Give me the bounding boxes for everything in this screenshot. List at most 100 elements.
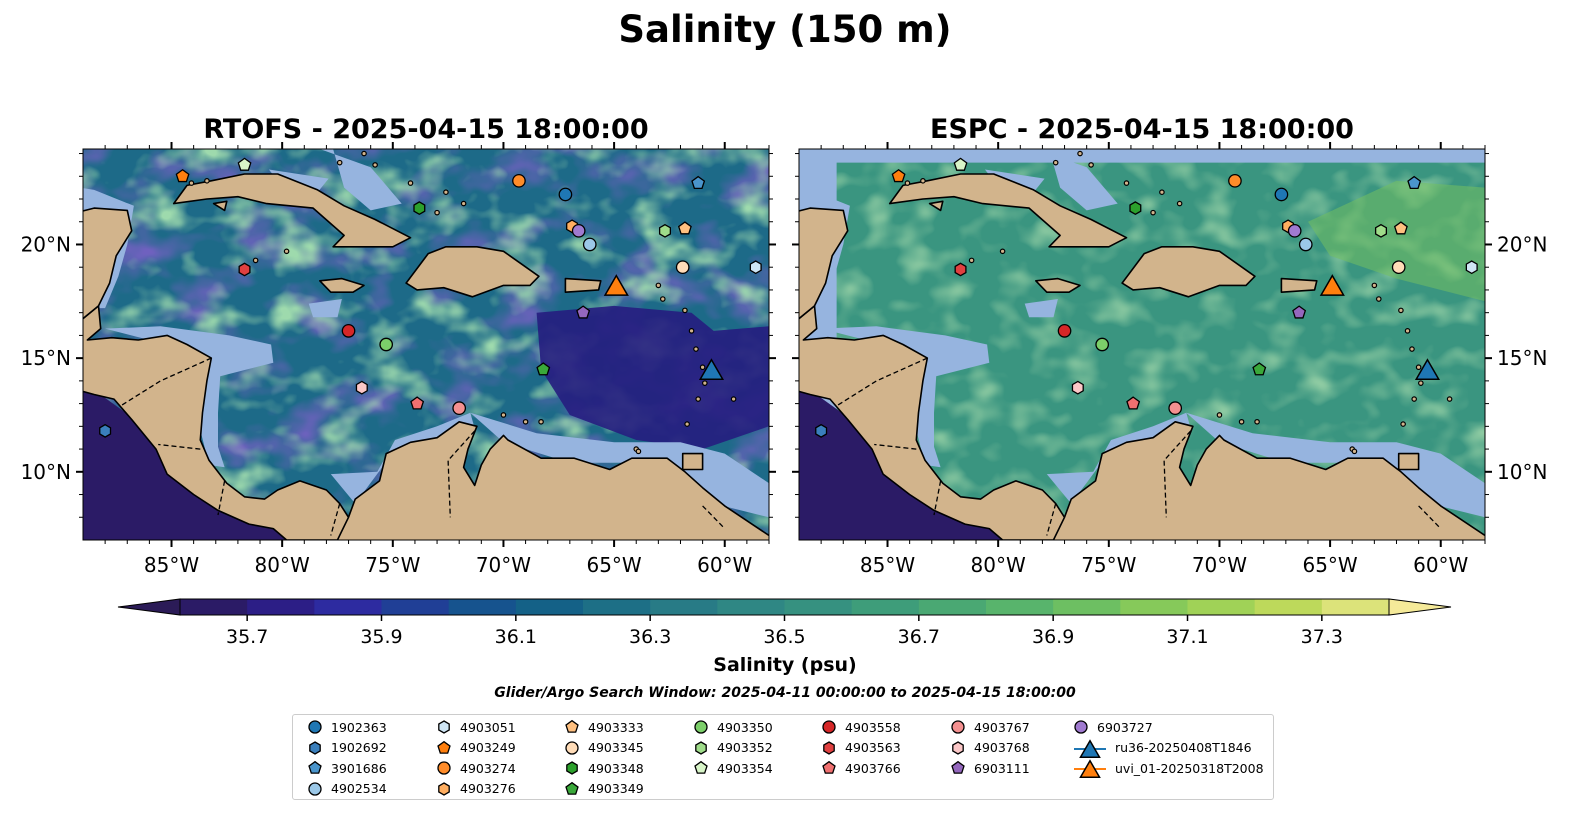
lat-label: 15°N bbox=[21, 346, 71, 370]
land-south-america bbox=[1052, 420, 1485, 540]
legend-item-4903333: 4903333 bbox=[564, 717, 644, 737]
legend-label: 4903768 bbox=[974, 740, 1030, 755]
land-south-america bbox=[336, 420, 769, 540]
legend-item-4903349: 4903349 bbox=[564, 779, 644, 799]
legend-item-uvi_01-20250318T2008: uvi_01-20250318T2008 bbox=[1073, 758, 1264, 778]
colorbar-segment bbox=[784, 599, 853, 615]
country-border bbox=[933, 480, 942, 516]
lon-label: 80°W bbox=[255, 553, 310, 577]
float-marker-4903249 bbox=[175, 168, 190, 183]
lat-label: 20°N bbox=[21, 232, 71, 256]
hexagon-marker-icon bbox=[952, 740, 964, 755]
small-island bbox=[1238, 418, 1245, 425]
map-frame bbox=[82, 148, 770, 541]
small-island bbox=[1371, 282, 1378, 289]
small-island bbox=[443, 189, 449, 195]
triangle-marker-icon bbox=[1074, 738, 1106, 758]
legend-item-4903563: 4903563 bbox=[821, 738, 901, 758]
pentagon-marker-icon bbox=[565, 719, 579, 733]
legend-item-4903558: 4903558 bbox=[821, 717, 901, 737]
hexagon-marker-icon bbox=[438, 781, 450, 796]
no-data-band bbox=[799, 149, 1485, 163]
legend-label: 4903767 bbox=[974, 719, 1030, 735]
circle-marker-icon bbox=[951, 720, 965, 734]
glider-marker-ru36-20250408T1846 bbox=[698, 358, 725, 381]
float-marker-3901686 bbox=[691, 175, 706, 190]
country-border bbox=[120, 357, 212, 407]
country-border bbox=[836, 357, 928, 407]
circle-marker-icon bbox=[308, 781, 322, 796]
land-trinidad bbox=[681, 452, 704, 471]
colorbar-segment bbox=[1187, 599, 1256, 615]
small-island bbox=[1415, 364, 1422, 371]
float-marker-4903274 bbox=[1228, 173, 1242, 188]
colorbar-segment bbox=[515, 599, 584, 615]
legend-label: 6903727 bbox=[1097, 719, 1153, 735]
colorbar-segment bbox=[1254, 599, 1323, 615]
legend-item-4903051: 4903051 bbox=[436, 717, 516, 737]
small-island bbox=[1446, 396, 1453, 402]
land-isla-juventud bbox=[212, 200, 228, 212]
colorbar-tick-label: 37.3 bbox=[1301, 626, 1343, 648]
small-island bbox=[1150, 209, 1156, 216]
land-trinidad bbox=[1397, 452, 1420, 471]
pentagon-marker-icon bbox=[822, 760, 836, 774]
country-border bbox=[330, 503, 341, 536]
small-island bbox=[702, 380, 708, 386]
land-puerto-rico bbox=[1280, 277, 1318, 294]
glider-marker-uvi_01-20250318T2008 bbox=[1319, 274, 1345, 296]
float-marker-4903349 bbox=[1252, 362, 1267, 376]
legend-label: 4902534 bbox=[331, 781, 387, 796]
circle-marker-icon bbox=[694, 720, 708, 734]
small-island bbox=[1052, 159, 1059, 166]
small-island bbox=[655, 282, 662, 289]
salinity-colorbar: 35.7 35.9 36.1 36.3 36.5 36.7 36.9 37.1 37.3 bbox=[117, 598, 1452, 648]
legend-label: 4903276 bbox=[460, 781, 516, 796]
hexagon-marker-icon bbox=[438, 720, 450, 734]
land-yucatan bbox=[83, 207, 133, 320]
small-island bbox=[460, 200, 467, 207]
shelf-cuba-north-shelf bbox=[268, 169, 329, 193]
pentagon-marker-icon bbox=[951, 760, 965, 774]
legend-label: 4903563 bbox=[845, 740, 901, 755]
float-marker-4903345 bbox=[1391, 260, 1406, 275]
hexagon-marker-icon bbox=[695, 740, 707, 755]
small-island bbox=[336, 159, 343, 166]
lon-label: 75°W bbox=[1081, 553, 1136, 577]
colorbar-segment bbox=[986, 599, 1054, 615]
colorbar-tick-label: 36.3 bbox=[629, 626, 671, 648]
map-frame bbox=[798, 148, 1486, 541]
small-island bbox=[188, 180, 195, 186]
legend-label: 4903051 bbox=[460, 719, 516, 735]
shelf-bahamas bbox=[293, 149, 402, 211]
legend-item-3901686: 3901686 bbox=[307, 758, 387, 778]
legend-label: 3901686 bbox=[331, 760, 387, 776]
small-island bbox=[1351, 448, 1358, 455]
figure-title: Salinity (150 m) bbox=[618, 8, 951, 51]
shelf-colombia-shelf bbox=[1046, 412, 1191, 504]
small-island bbox=[361, 150, 367, 157]
legend-item-4903352: 4903352 bbox=[693, 738, 773, 758]
small-island bbox=[283, 248, 290, 255]
circle-marker-icon bbox=[822, 720, 836, 734]
circle-marker-icon bbox=[308, 720, 322, 734]
colorbar-segment bbox=[650, 599, 718, 615]
small-island bbox=[695, 396, 701, 402]
small-island bbox=[1077, 150, 1083, 157]
float-marker-4903767 bbox=[1168, 401, 1183, 416]
colorbar-segment bbox=[851, 599, 920, 615]
small-island bbox=[999, 248, 1006, 255]
small-island bbox=[1176, 200, 1183, 207]
pentagon-marker-icon bbox=[694, 760, 708, 774]
small-island bbox=[688, 328, 695, 334]
land-jamaica bbox=[1035, 277, 1081, 294]
legend-item-4903348: 4903348 bbox=[564, 758, 644, 778]
legend-item-4903766: 4903766 bbox=[821, 758, 901, 778]
land-isla-juventud bbox=[928, 200, 944, 212]
lon-label: 75°W bbox=[365, 553, 420, 577]
colorbar-segment bbox=[717, 599, 785, 615]
float-marker-1902692 bbox=[815, 423, 828, 438]
legend-label: 4903558 bbox=[845, 719, 901, 735]
high-salinity-region bbox=[1308, 180, 1485, 302]
lon-label: 85°W bbox=[144, 553, 199, 577]
